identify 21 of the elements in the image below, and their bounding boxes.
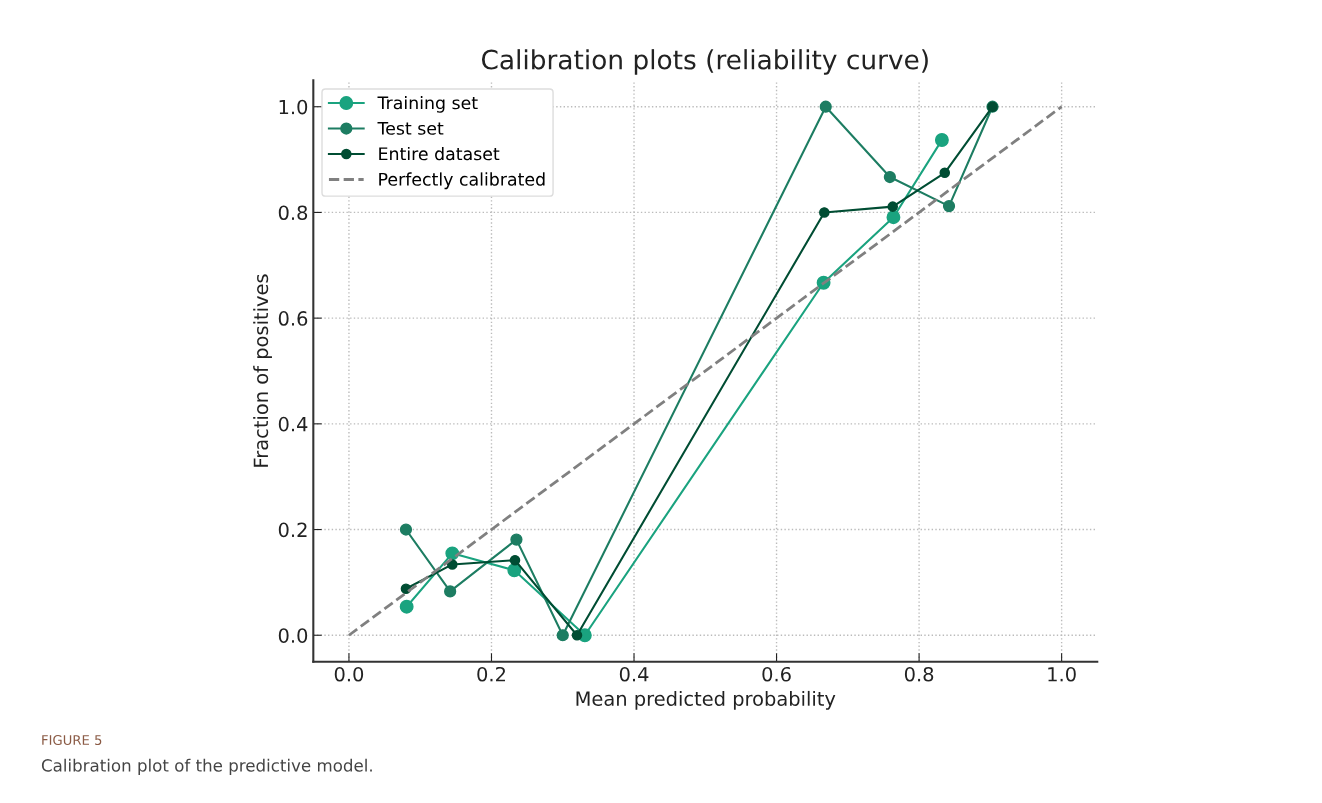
x-axis-title: Mean predicted probability [576, 690, 836, 710]
x-tick-label: 0.0 [334, 666, 364, 682]
x-tick-label: 0.8 [904, 666, 934, 682]
chart-title: Calibration plots (reliability curve) [481, 49, 928, 75]
x-tick-label: 1.0 [1048, 666, 1076, 682]
caption: FIGURE 5 [42, 735, 102, 745]
legend-label: Entire dataset [379, 146, 500, 161]
legend-label: Test set [377, 121, 444, 135]
y-tick-label: 0.0 [278, 628, 308, 643]
x-tick-label: 0.6 [762, 666, 791, 682]
text: Calibration plot of the predictive model. [41, 758, 372, 775]
y-tick-label: 1.0 [279, 99, 308, 115]
y-tick-label: 0.6 [278, 311, 308, 326]
x-tick-label: 0.4 [619, 666, 649, 682]
y-tick-label: 0.8 [278, 205, 308, 221]
x-tick-label: 0.2 [477, 666, 505, 682]
legend-label: Perfectly calibrated [379, 172, 545, 190]
y-tick-label: 0.2 [278, 522, 307, 538]
y-axis-title: Fraction of positives [253, 274, 272, 467]
y-tick-label: 0.4 [278, 416, 308, 432]
legend-label: Training set [377, 95, 478, 113]
